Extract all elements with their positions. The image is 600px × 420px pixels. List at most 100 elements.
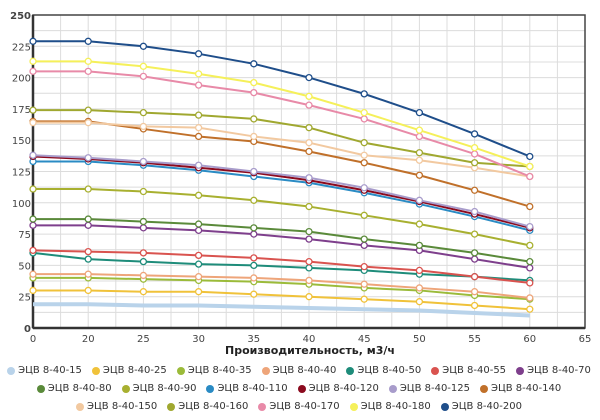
- data-point: [29, 185, 37, 193]
- legend-label: ЭЦВ 8-40-160: [178, 401, 249, 412]
- data-point: [526, 162, 534, 171]
- data-point: [526, 222, 534, 231]
- legend-item[interactable]: ЭЦВ 8-40-35: [176, 362, 252, 380]
- data-point: [526, 305, 534, 313]
- legend-item[interactable]: ЭЦВ 8-40-70: [516, 362, 591, 380]
- data-point: [470, 159, 479, 167]
- data-point: [29, 286, 37, 295]
- data-point: [29, 270, 37, 278]
- data-point: [360, 280, 368, 288]
- data-point: [360, 235, 368, 243]
- x-tick-label: 65: [579, 334, 592, 345]
- data-point: [360, 90, 368, 98]
- legend-item[interactable]: ЭЦВ 8-40-200: [440, 398, 522, 416]
- legend-item[interactable]: ЭЦВ 8-40-80: [36, 380, 112, 398]
- data-point: [305, 227, 313, 236]
- data-point: [470, 144, 479, 152]
- data-point: [250, 290, 258, 298]
- x-tick-label: 30: [192, 334, 205, 345]
- legend-item[interactable]: ЭЦВ 8-40-150: [76, 398, 157, 416]
- series-ЭЦВ-8-40-40: [29, 270, 534, 302]
- legend-label: ЭЦВ 8-40-35: [187, 365, 252, 376]
- legend-item[interactable]: ЭЦВ 8-40-180: [349, 398, 431, 416]
- data-point: [29, 37, 37, 45]
- data-point: [526, 279, 534, 287]
- y-tick-label: 25: [18, 293, 31, 304]
- series-line: [33, 218, 530, 263]
- data-point: [360, 263, 368, 271]
- legend-label: ЭЦВ 8-40-170: [269, 401, 340, 412]
- series-ЭЦВ-8-40-55: [29, 246, 534, 287]
- legend-marker-icon: [516, 367, 525, 375]
- data-point: [470, 301, 479, 310]
- data-point: [194, 124, 203, 132]
- legend-marker-icon: [349, 403, 358, 411]
- y-tick-label: 175: [12, 105, 31, 116]
- data-point: [470, 230, 479, 238]
- legend-label: ЭЦВ 8-40-200: [451, 401, 522, 412]
- data-point: [84, 119, 92, 127]
- legend-item[interactable]: ЭЦВ 8-40-15: [7, 362, 82, 380]
- legend-marker-icon: [431, 367, 440, 375]
- legend-item[interactable]: ЭЦВ 8-40-50: [346, 362, 421, 380]
- y-tick-label: 225: [12, 42, 31, 53]
- legend-marker-icon: [76, 403, 85, 411]
- legend-item[interactable]: ЭЦВ 8-40-55: [431, 362, 506, 380]
- data-point: [250, 230, 258, 238]
- legend-item[interactable]: ЭЦВ 8-40-90: [121, 380, 197, 398]
- data-point: [84, 270, 92, 278]
- data-point: [250, 224, 258, 232]
- legend-item[interactable]: ЭЦВ 8-40-40: [261, 362, 336, 380]
- legend-label: ЭЦВ 8-40-25: [102, 365, 167, 376]
- legend-item[interactable]: ЭЦВ 8-40-170: [258, 398, 340, 416]
- data-point: [250, 261, 258, 270]
- data-point: [194, 132, 203, 141]
- legend-item[interactable]: ЭЦВ 8-40-125: [388, 380, 470, 398]
- x-tick-label: 45: [358, 334, 371, 345]
- data-point: [194, 288, 203, 296]
- legend-marker-icon: [388, 385, 397, 393]
- data-point: [139, 62, 148, 70]
- series-line: [32, 249, 530, 284]
- series-line: [33, 160, 531, 232]
- data-point: [415, 284, 424, 292]
- x-tick-label: 50: [413, 334, 426, 345]
- legend-label: ЭЦВ 8-40-140: [491, 383, 562, 394]
- data-point: [360, 109, 368, 117]
- data-point: [415, 149, 424, 157]
- x-axis: 0 20 25 30 35 40 45 50 55 60 65: [30, 334, 592, 345]
- series-line: [33, 302, 530, 318]
- data-point: [194, 191, 203, 199]
- data-point: [139, 271, 148, 280]
- series-ЭЦВ-8-40-80: [29, 215, 534, 266]
- legend-label: ЭЦВ 8-40-55: [442, 365, 507, 376]
- data-point: [84, 185, 92, 193]
- legend-item[interactable]: ЭЦВ 8-40-110: [206, 380, 288, 398]
- data-point: [305, 276, 313, 285]
- data-point: [305, 73, 313, 82]
- legend-marker-icon: [167, 403, 176, 411]
- legend-label: ЭЦВ 8-40-90: [132, 383, 197, 394]
- data-point: [415, 109, 424, 117]
- data-point: [305, 92, 313, 101]
- legend-item[interactable]: ЭЦВ 8-40-160: [167, 398, 248, 416]
- data-point: [305, 124, 313, 132]
- data-point: [29, 119, 37, 127]
- data-point: [415, 266, 424, 275]
- data-point: [139, 257, 148, 266]
- legend-item[interactable]: ЭЦВ 8-40-25: [91, 362, 167, 380]
- x-tick-label: 20: [82, 334, 95, 345]
- data-point: [305, 235, 313, 243]
- legend-marker-icon: [206, 385, 215, 393]
- legend: ЭЦВ 8-40-15 ЭЦВ 8-40-25 ЭЦВ 8-40-35 ЭЦВ 8-4…: [0, 362, 600, 416]
- data-point: [194, 260, 203, 268]
- data-point: [84, 286, 92, 295]
- data-point: [470, 186, 479, 194]
- legend-label: ЭЦВ 8-40-50: [357, 365, 422, 376]
- legend-item[interactable]: ЭЦВ 8-40-140: [480, 380, 561, 398]
- data-point: [415, 298, 424, 306]
- data-point: [360, 151, 368, 159]
- y-axis: 0 25 50 75 100 125 150 175 200 225 250: [10, 11, 31, 335]
- legend-item[interactable]: ЭЦВ 8-40-120: [297, 380, 379, 398]
- data-point: [84, 67, 92, 75]
